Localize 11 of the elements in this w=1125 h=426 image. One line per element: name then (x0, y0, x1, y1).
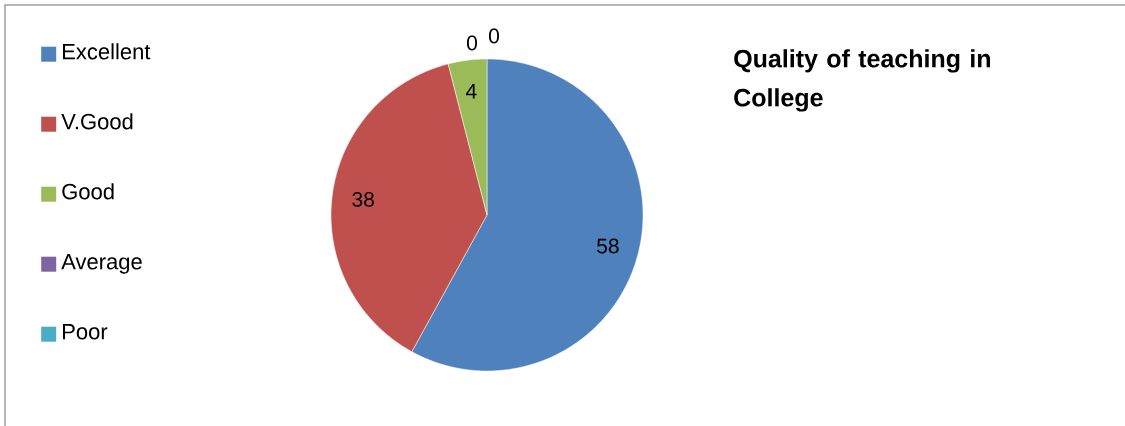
data-label: 4 (466, 83, 477, 99)
text: Quality of teaching in College (734, 49, 991, 112)
data-label: 38 (352, 191, 374, 207)
legend-label: V.Good (61, 113, 133, 130)
legend-label: Poor (63, 324, 108, 340)
data-label: 58 (597, 238, 619, 254)
legend-label: Excellent (63, 43, 151, 60)
legend-label: Good (62, 183, 114, 200)
text: 0 (488, 28, 500, 44)
text: 0 (466, 35, 478, 51)
legend-label: Average (61, 254, 142, 274)
